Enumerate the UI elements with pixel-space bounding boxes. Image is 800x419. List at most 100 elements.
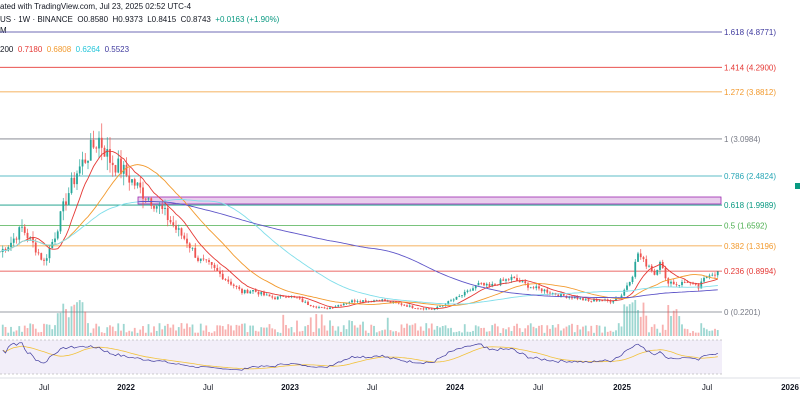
candle-body-166 — [455, 296, 458, 300]
candle-body-230 — [631, 276, 634, 282]
ma-line-orange — [0, 164, 718, 306]
volume-bar-247 — [678, 316, 681, 336]
volume-bar-16 — [43, 323, 45, 336]
volume-bar-34 — [92, 328, 95, 336]
candle-body-83 — [227, 279, 230, 282]
volume-bar-140 — [384, 329, 386, 336]
symbol-label: US · 1W · BINANCE — [0, 15, 73, 24]
x-tick-label-9: 2026 — [781, 383, 799, 392]
candle-body-123 — [337, 305, 340, 307]
candle-body-2 — [4, 248, 7, 251]
candle-body-217 — [595, 299, 598, 302]
candle-body-101 — [276, 296, 279, 300]
candle-body-4 — [10, 242, 12, 248]
volume-bar-111 — [304, 326, 307, 336]
candle-body-112 — [307, 301, 309, 306]
ma-line-red — [0, 150, 718, 309]
volume-bar-166 — [455, 331, 458, 336]
candle-body-82 — [224, 279, 227, 280]
volume-bar-35 — [95, 323, 98, 336]
volume-bar-3 — [7, 332, 10, 336]
candle-body-74 — [202, 258, 205, 260]
candle-body-130 — [356, 300, 359, 302]
candle-body-31 — [84, 159, 87, 163]
volume-bar-208 — [571, 323, 573, 336]
volume-bar-186 — [510, 331, 513, 336]
volume-bar-26 — [70, 306, 73, 336]
candle-body-100 — [274, 297, 276, 300]
volume-bar-183 — [502, 328, 505, 336]
volume-bar-55 — [150, 332, 153, 336]
volume-bar-133 — [364, 330, 367, 336]
candle-body-49 — [133, 179, 136, 186]
volume-bar-202 — [554, 327, 557, 336]
volume-bar-53 — [144, 332, 147, 336]
volume-bar-130 — [356, 327, 359, 336]
volume-bar-144 — [395, 331, 397, 336]
volume-bar-125 — [342, 325, 345, 336]
volume-bar-52 — [142, 326, 144, 336]
volume-bar-114 — [312, 331, 315, 336]
volume-bar-39 — [106, 327, 109, 336]
volume-bar-92 — [252, 325, 254, 336]
candle-body-245 — [672, 281, 675, 285]
candle-body-10 — [26, 232, 29, 239]
x-tick-label-7: 2025 — [613, 383, 631, 392]
ma-legend: 200 0.7180 0.6808 0.6264 0.5523 — [0, 45, 129, 54]
candle-body-43 — [117, 158, 120, 173]
ma-line-purple — [137, 200, 718, 299]
candle-body-224 — [615, 298, 617, 301]
volume-bar-124 — [340, 331, 342, 336]
x-axis-labels: Jul 2022 Jul 2023 Jul 2024 Jul 2025 Jul 2026 — [39, 383, 800, 392]
candle-body-231 — [634, 261, 637, 277]
candle-body-60 — [164, 207, 166, 209]
volume-bar-188 — [516, 323, 518, 336]
candle-body-254 — [697, 284, 700, 289]
candle-body-6 — [15, 238, 18, 240]
candle-body-26 — [70, 177, 73, 194]
volume-bar-40 — [109, 325, 111, 336]
volume-bar-177 — [485, 331, 488, 336]
candle-body-52 — [142, 187, 144, 199]
volume-bar-220 — [604, 326, 606, 336]
candle-body-168 — [461, 295, 463, 297]
volume-bar-93 — [254, 330, 257, 336]
volume-bar-192 — [527, 325, 529, 336]
candle-body-132 — [362, 300, 364, 302]
volume-bar-178 — [488, 331, 491, 336]
volume-bar-255 — [700, 323, 703, 336]
volume-bar-105 — [287, 328, 290, 336]
volume-bar-198 — [543, 332, 546, 336]
volume-bar-181 — [496, 326, 499, 336]
volume-bar-241 — [661, 324, 664, 336]
candle-body-78 — [213, 264, 216, 268]
candle-body-213 — [584, 299, 587, 301]
candle-body-20 — [54, 238, 56, 242]
volume-bar-151 — [414, 323, 417, 336]
volume-bar-86 — [235, 324, 238, 336]
candle-body-235 — [645, 259, 648, 267]
candle-body-131 — [359, 300, 362, 302]
candle-body-119 — [326, 308, 329, 310]
candle-body-24 — [65, 201, 67, 205]
candle-body-75 — [205, 259, 208, 261]
volume-bar-164 — [450, 327, 452, 336]
candle-body-147 — [403, 304, 406, 306]
support-zone[interactable] — [137, 196, 722, 205]
volume-bar-90 — [246, 332, 249, 336]
candle-body-195 — [535, 286, 538, 289]
candle-body-141 — [386, 300, 389, 302]
candle-body-211 — [579, 298, 582, 300]
candle-body-107 — [293, 295, 296, 297]
volume-bar-22 — [59, 312, 62, 336]
candle-body-190 — [521, 281, 524, 283]
candle-body-118 — [323, 307, 326, 309]
candle-body-176 — [483, 282, 485, 286]
volume-bar-88 — [241, 323, 243, 336]
volume-bar-259 — [711, 330, 714, 336]
volume-bar-221 — [606, 331, 609, 336]
volume-bar-28 — [76, 302, 78, 336]
volume-bar-260 — [714, 328, 716, 336]
candle-body-87 — [238, 286, 241, 289]
